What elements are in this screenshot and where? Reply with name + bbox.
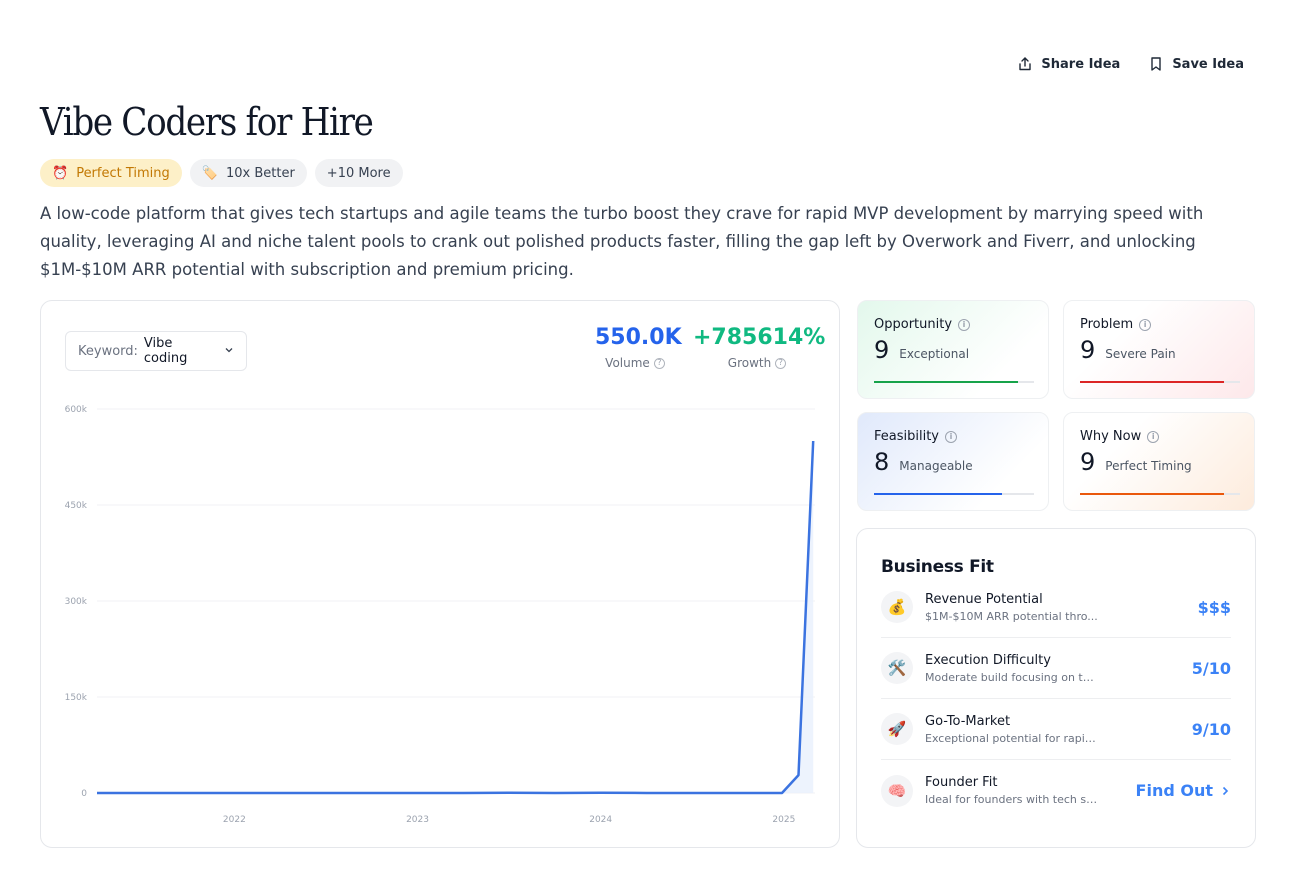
x-tick-label: 2024: [589, 815, 612, 825]
row-name: Revenue Potential: [925, 591, 1043, 607]
row-desc: Ideal for founders with tech st...: [925, 793, 1099, 806]
badge-label: Perfect Timing: [76, 165, 170, 181]
tools-icon: 🛠️: [881, 652, 913, 684]
badge-label: 10x Better: [225, 165, 295, 181]
growth-value: +785614%: [693, 325, 826, 350]
score-value: 9: [1080, 336, 1096, 364]
score-value: 8: [874, 448, 890, 476]
alarm-clock-icon: ⏰: [52, 165, 69, 181]
score-label: Exceptional: [899, 347, 970, 361]
row-value: 5/10: [1191, 658, 1231, 678]
row-desc: $1M-$10M ARR potential thro...: [925, 609, 1098, 623]
keyword-value: Vibe coding: [143, 336, 188, 366]
growth-label: Growth: [727, 356, 772, 370]
y-tick-label: 450k: [65, 501, 88, 511]
score-bar: [1080, 493, 1240, 495]
row-value: $$$: [1197, 597, 1231, 617]
x-tick-label: 2022: [223, 815, 246, 825]
row-value: 9/10: [1191, 719, 1231, 739]
badge-label: +10 More: [326, 165, 391, 181]
business-fit-row-gtm[interactable]: 🚀 Go-To-Market Exceptional potential for…: [881, 699, 1231, 760]
badge-more[interactable]: +10 More: [314, 159, 403, 187]
tag-icon: 🏷️: [201, 165, 218, 181]
score-bar-fill: [1080, 381, 1224, 383]
score-card-opportunity[interactable]: Opportunity i 9 Exceptional: [857, 300, 1049, 399]
keyword-select[interactable]: Keyword: Vibe coding: [65, 331, 247, 371]
score-bar-fill: [1080, 493, 1224, 495]
money-bag-icon: 💰: [881, 591, 913, 623]
save-idea-label: Save Idea: [1172, 56, 1244, 72]
score-name: Feasibility: [874, 429, 939, 444]
volume-metric: 550.0K Volume?: [595, 325, 682, 370]
row-name: Go-To-Market: [925, 713, 1011, 729]
score-label: Perfect Timing: [1105, 459, 1192, 473]
find-out-link[interactable]: Find Out: [1136, 781, 1231, 800]
score-name: Problem: [1080, 317, 1134, 332]
score-bar: [874, 381, 1034, 383]
series-area: [97, 441, 814, 793]
score-name: Opportunity: [874, 317, 953, 332]
score-card-why-now[interactable]: Why Now i 9 Perfect Timing: [1063, 412, 1255, 511]
brain-icon: 🧠: [881, 774, 913, 807]
help-icon[interactable]: ?: [775, 357, 787, 369]
trend-chart-card: Keyword: Vibe coding 550.0K Volume? +785…: [40, 300, 840, 848]
page-title: Vibe Coders for Hire: [40, 100, 374, 144]
idea-description: A low-code platform that gives tech star…: [40, 204, 1204, 279]
share-idea-label: Share Idea: [1041, 56, 1121, 72]
find-out-label: Find Out: [1135, 781, 1213, 800]
score-value: 9: [1080, 448, 1096, 476]
save-idea-button[interactable]: Save Idea: [1148, 56, 1244, 72]
business-fit-row-founder[interactable]: 🧠 Founder Fit Ideal for founders with te…: [881, 760, 1231, 821]
row-desc: Exceptional potential for rapid ...: [925, 731, 1099, 745]
badge-perfect-timing[interactable]: ⏰ Perfect Timing: [40, 159, 182, 187]
score-card-problem[interactable]: Problem i 9 Severe Pain: [1063, 300, 1255, 399]
trend-chart: 600k 450k 300k 150k 0 2022 2023 2024 2025: [65, 405, 815, 825]
chevron-down-icon: [224, 345, 234, 358]
score-label: Severe Pain: [1105, 347, 1176, 361]
y-tick-label: 300k: [65, 597, 88, 607]
business-fit-card: Business Fit 💰 Revenue Potential $1M-$10…: [856, 528, 1256, 848]
y-tick-label: 150k: [65, 693, 88, 703]
score-bar: [874, 493, 1034, 495]
score-card-feasibility[interactable]: Feasibility i 8 Manageable: [857, 412, 1049, 511]
info-icon[interactable]: i: [958, 318, 971, 331]
business-fit-row-revenue[interactable]: 💰 Revenue Potential $1M-$10M ARR potenti…: [881, 577, 1231, 638]
badge-10x-better[interactable]: 🏷️ 10x Better: [189, 159, 307, 187]
business-fit-title: Business Fit: [881, 557, 994, 577]
x-tick-label: 2025: [772, 815, 795, 825]
info-icon[interactable]: i: [945, 430, 957, 443]
y-tick-label: 0: [81, 789, 87, 799]
score-name: Why Now: [1080, 429, 1142, 444]
business-fit-row-execution[interactable]: 🛠️ Execution Difficulty Moderate build f…: [881, 638, 1231, 699]
header-actions: Share Idea Save Idea: [1017, 56, 1244, 72]
volume-label: Volume: [605, 356, 650, 370]
rocket-icon: 🚀: [881, 713, 913, 745]
score-bar-fill: [874, 381, 1018, 383]
score-label: Manageable: [899, 459, 973, 473]
info-icon[interactable]: i: [1139, 318, 1152, 331]
growth-metric: +785614% Growth?: [693, 325, 826, 370]
row-name: Founder Fit: [925, 775, 998, 790]
help-icon[interactable]: ?: [653, 357, 665, 369]
y-tick-label: 600k: [65, 405, 88, 415]
badge-list: ⏰ Perfect Timing 🏷️ 10x Better +10 More: [40, 159, 403, 187]
volume-value: 550.0K: [595, 325, 682, 350]
keyword-label: Keyword:: [78, 343, 138, 359]
share-idea-button[interactable]: Share Idea: [1017, 56, 1120, 72]
row-name: Execution Difficulty: [925, 652, 1051, 668]
score-bar: [1080, 381, 1240, 383]
row-desc: Moderate build focusing on tal...: [925, 670, 1099, 684]
share-icon: [1019, 57, 1032, 71]
series-line: [97, 440, 815, 795]
x-tick-label: 2023: [406, 815, 429, 825]
score-value: 9: [874, 336, 890, 364]
score-bar-fill: [874, 493, 1002, 495]
bookmark-icon: [1151, 57, 1162, 71]
info-icon[interactable]: i: [1147, 430, 1160, 443]
chevron-right-icon: [1222, 786, 1229, 795]
